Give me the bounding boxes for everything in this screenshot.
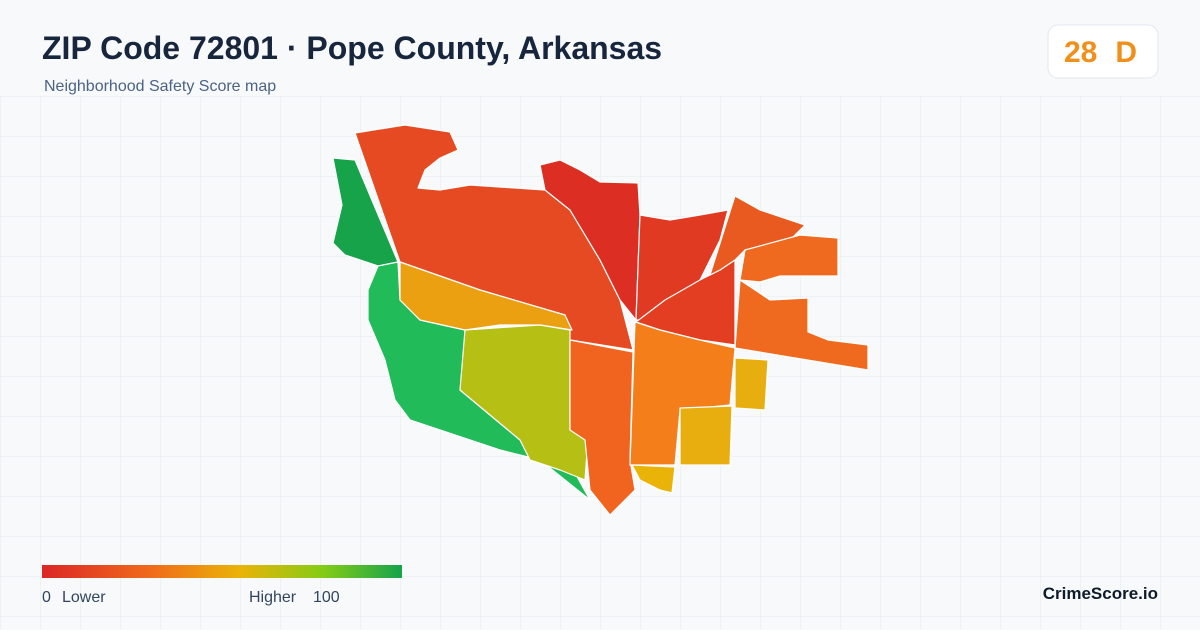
legend-max: 100	[313, 589, 340, 606]
score: 28	[1064, 36, 1097, 69]
grade: D	[1115, 36, 1137, 69]
area	[631, 464, 676, 494]
legend-min-label: Lower	[62, 589, 106, 606]
brand: CrimeScore.io	[1043, 584, 1158, 603]
area	[459, 324, 589, 481]
area	[332, 157, 399, 267]
legend-max-label: Higher	[249, 589, 297, 606]
subtitle: Neighborhood Safety Score map	[44, 78, 276, 95]
area	[629, 321, 736, 466]
map	[332, 124, 869, 516]
area	[399, 261, 573, 331]
legend-min: 0	[42, 589, 51, 606]
score-badge	[1047, 24, 1159, 79]
title: ZIP Code 72801 · Pope County, Arkansas	[42, 30, 662, 66]
area	[734, 357, 769, 411]
legend-bar	[42, 565, 402, 578]
area	[679, 405, 733, 466]
area	[734, 279, 869, 371]
area	[569, 339, 636, 516]
area	[739, 234, 839, 283]
